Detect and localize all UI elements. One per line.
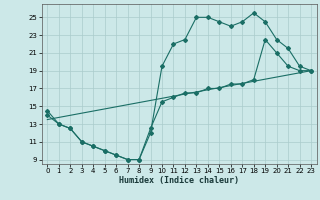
X-axis label: Humidex (Indice chaleur): Humidex (Indice chaleur) [119, 176, 239, 185]
